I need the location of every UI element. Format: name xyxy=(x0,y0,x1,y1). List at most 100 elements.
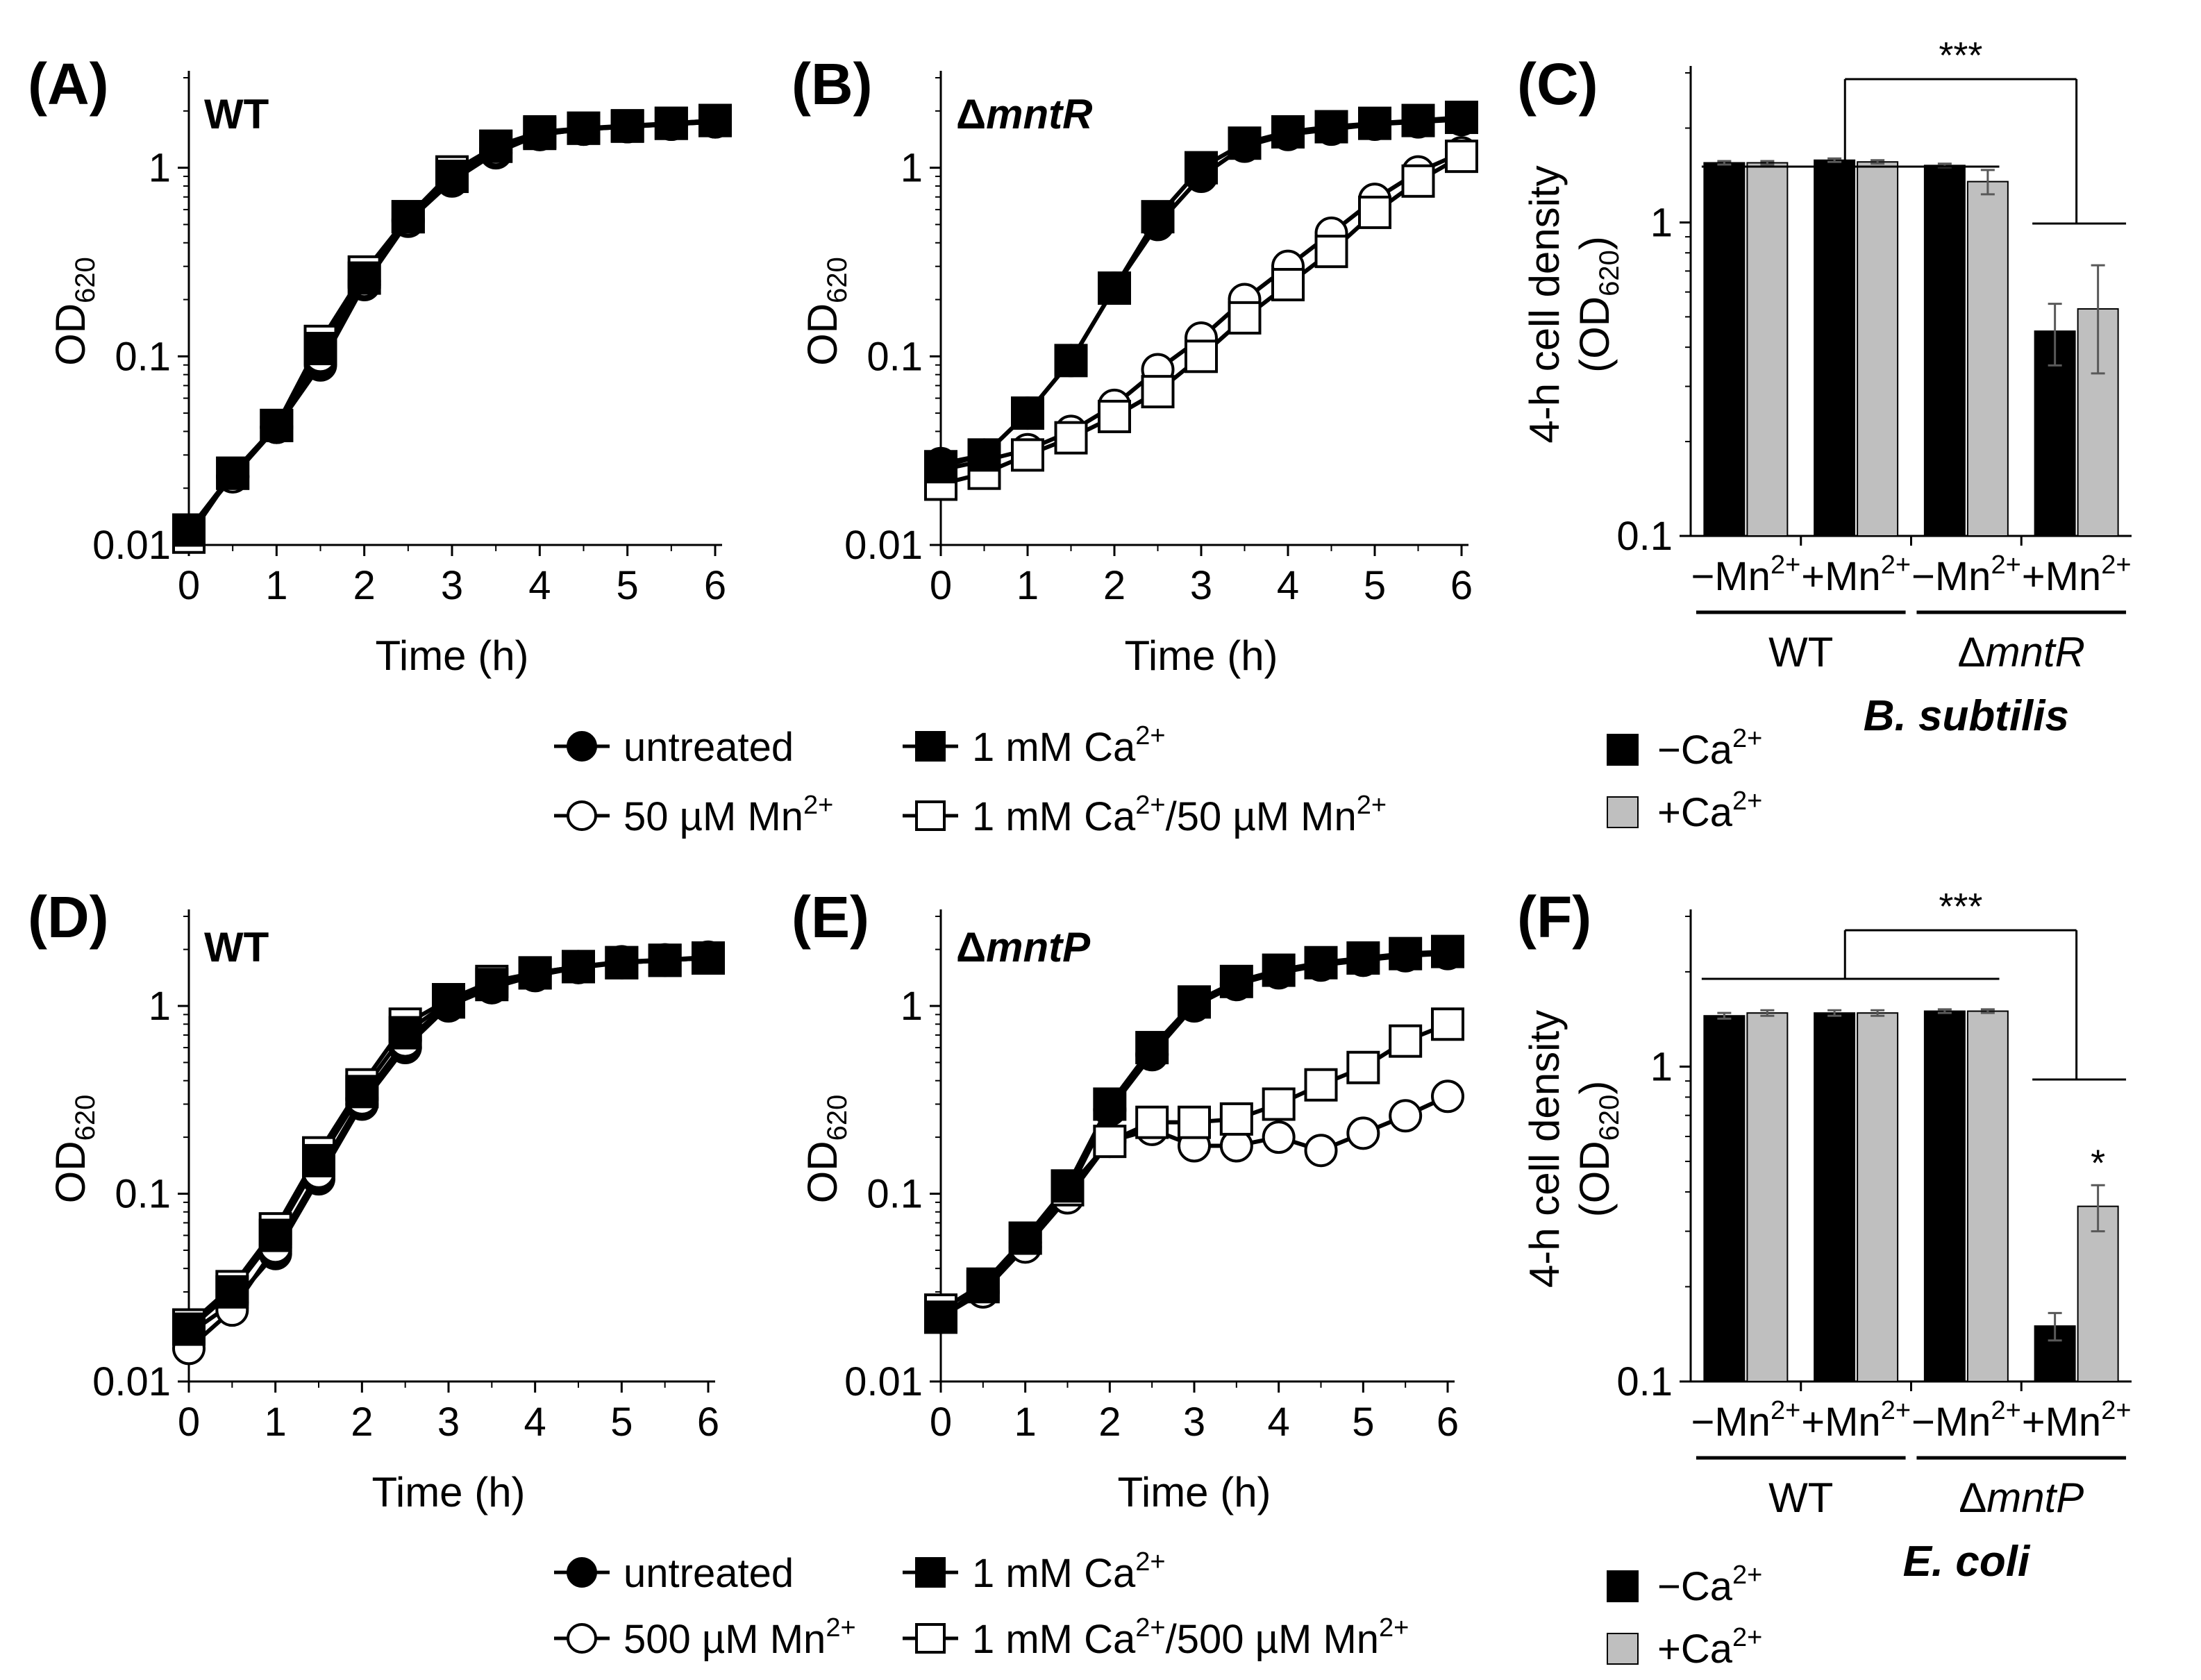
y-axis-title-main: OD xyxy=(799,1141,846,1203)
panel-label: (C) xyxy=(1517,51,1598,117)
x-tick-label: 0 xyxy=(178,1400,200,1445)
y-tick-label: 0.1 xyxy=(1616,1359,1673,1404)
legend-text: untreated xyxy=(624,1551,794,1596)
data-point xyxy=(302,1143,335,1177)
data-point xyxy=(967,438,1001,472)
data-point xyxy=(567,111,601,145)
data-point xyxy=(479,129,513,163)
y-axis-title: 4-h cell density xyxy=(1521,165,1568,443)
category-text: −Mn xyxy=(1911,1400,1991,1445)
data-point xyxy=(1098,271,1131,305)
legend-superscript: 2+ xyxy=(1732,787,1762,816)
data-point xyxy=(1445,101,1478,135)
data-point xyxy=(347,261,381,295)
y-axis-title: OD620 xyxy=(799,257,853,366)
legend-label: untreated xyxy=(624,1551,794,1596)
x-tick-label: 5 xyxy=(610,1400,633,1445)
bar xyxy=(1746,162,1789,537)
y-axis-title-main: OD xyxy=(47,303,94,366)
x-category-label: +Mn2+ xyxy=(1801,1396,1911,1445)
x-axis-title: Time (h) xyxy=(375,632,528,679)
x-tick-label: 1 xyxy=(1014,1400,1037,1445)
data-point xyxy=(1389,936,1423,971)
data-point xyxy=(1401,164,1435,198)
category-text: +Mn xyxy=(1801,554,1880,599)
category-text: +Mn xyxy=(2022,1400,2101,1445)
data-point xyxy=(1219,1102,1253,1136)
x-tick-label: 6 xyxy=(697,1400,719,1445)
bar xyxy=(1814,159,1856,537)
strain-label: WT xyxy=(204,91,269,137)
category-text: +Mn xyxy=(1801,1400,1880,1445)
legend-superscript: 2+ xyxy=(1135,1613,1165,1643)
x-category-label: +Mn2+ xyxy=(2022,1396,2132,1445)
legend-text: −Ca xyxy=(1657,1564,1733,1609)
data-point xyxy=(1054,344,1088,378)
legend-text: +Ca xyxy=(1657,790,1733,835)
data-point xyxy=(1431,1007,1464,1041)
y-axis-title: OD620 xyxy=(47,1095,101,1204)
data-point xyxy=(435,160,469,194)
legend-superscript: 2+ xyxy=(1732,724,1762,753)
data-point xyxy=(1093,1125,1127,1159)
strain-name: mntP xyxy=(986,924,1091,971)
category-superscript: 2+ xyxy=(2101,1396,2131,1425)
data-point xyxy=(648,943,682,977)
x-axis-title: Time (h) xyxy=(371,1469,525,1515)
data-point xyxy=(1228,126,1262,160)
legend-text: 50 µM Mn xyxy=(624,794,803,839)
data-point xyxy=(1051,1169,1085,1203)
x-tick-label: 6 xyxy=(1437,1400,1459,1445)
group-prefix: Δ xyxy=(1958,629,1986,675)
x-tick-label: 5 xyxy=(1352,1400,1374,1445)
y-tick-label: 0.01 xyxy=(844,523,923,568)
x-tick-label: 5 xyxy=(1364,563,1386,608)
x-tick-label: 0 xyxy=(930,1400,952,1445)
organism-label: B. subtilis xyxy=(1864,692,2069,740)
x-axis-title: Time (h) xyxy=(1117,1469,1271,1515)
category-superscript: 2+ xyxy=(1881,1396,1911,1425)
legend-swatch xyxy=(1607,1633,1639,1665)
data-point xyxy=(172,1312,206,1346)
group-name: mntP xyxy=(1986,1475,2084,1521)
x-tick-label: 2 xyxy=(353,563,376,608)
x-tick-label: 3 xyxy=(1183,1400,1205,1445)
group-name: mntR xyxy=(1986,629,2085,675)
x-tick-label: 1 xyxy=(265,1400,287,1445)
x-tick-label: 5 xyxy=(617,563,639,608)
y-tick-label: 0.1 xyxy=(115,1172,171,1217)
x-tick-label: 1 xyxy=(1016,563,1039,608)
legend-marker xyxy=(567,731,597,762)
legend-marker xyxy=(915,800,946,831)
legend-text: 1 mM Ca xyxy=(972,1617,1136,1662)
organism-label: E. coli xyxy=(1903,1538,2031,1586)
legend-label: +Ca2+ xyxy=(1657,787,1762,835)
data-point xyxy=(1011,438,1044,472)
legend-label: 1 mM Ca2+ xyxy=(972,1547,1166,1596)
legend-label: 50 µM Mn2+ xyxy=(624,791,833,839)
bar xyxy=(1966,1010,2009,1383)
bar xyxy=(1923,165,1966,537)
data-point xyxy=(1431,934,1464,968)
data-point xyxy=(303,332,337,366)
x-tick-label: 3 xyxy=(441,563,463,608)
y-axis-title-line2: (OD620) xyxy=(1571,236,1625,373)
group-label: ΔmntP xyxy=(1959,1475,2084,1521)
paren: ( xyxy=(1571,1203,1618,1217)
legend-marker xyxy=(567,800,597,831)
data-point xyxy=(216,456,250,490)
data-point xyxy=(1141,200,1175,234)
legend-label: 1 mM Ca2+ xyxy=(972,721,1166,770)
data-point xyxy=(1178,985,1211,1019)
y-axis-title-main: OD xyxy=(799,303,846,366)
y-tick-label: 0.1 xyxy=(867,334,923,379)
strain-prefix: Δ xyxy=(956,91,986,137)
legend-label: 1 mM Ca2+/50 µM Mn2+ xyxy=(972,791,1387,839)
strain-prefix: Δ xyxy=(956,924,986,971)
strain-label: WT xyxy=(204,924,269,971)
bar xyxy=(2077,1205,2119,1383)
data-point xyxy=(1271,268,1305,302)
legend-text: −Ca xyxy=(1657,728,1733,773)
bar xyxy=(1814,1012,1856,1382)
panel-label: (A) xyxy=(28,51,109,117)
